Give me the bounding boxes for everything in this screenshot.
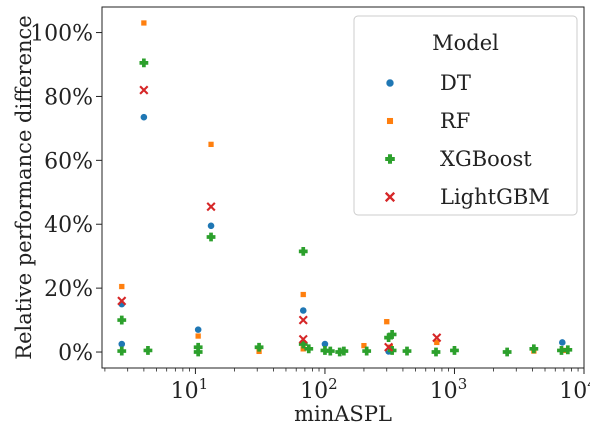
y-tick-label: 40% xyxy=(44,213,93,238)
legend-marker-dt xyxy=(385,78,395,88)
data-point-xgboost xyxy=(362,346,372,356)
data-point-xgboost xyxy=(450,346,459,355)
y-axis-title: Relative performance difference xyxy=(12,15,36,359)
data-point-lightgbm xyxy=(206,202,216,212)
y-tick-label: 60% xyxy=(44,149,93,174)
axis-ticks: 0% 20% 40% 60% 80% 100% 101 102 103 104 xyxy=(30,22,590,404)
data-point-lightgbm xyxy=(298,334,308,344)
legend-label-rf: RF xyxy=(440,109,470,133)
legend-marker-lightgbm xyxy=(384,191,396,203)
data-point-dt xyxy=(207,221,215,230)
data-point-rf xyxy=(360,342,368,349)
legend-box xyxy=(353,15,578,216)
data-point-rf xyxy=(118,283,125,290)
legend-label-lightgbm: LightGBM xyxy=(440,185,550,209)
data-point-xgboost xyxy=(402,346,412,356)
data-point-lightgbm xyxy=(384,342,394,352)
data-point-rf xyxy=(195,332,202,340)
legend-label-dt: DT xyxy=(440,71,471,95)
series-lightgbm xyxy=(117,85,442,352)
data-point-xgboost xyxy=(502,347,512,357)
data-points xyxy=(117,19,573,357)
data-point-dt xyxy=(194,325,203,334)
data-point-lightgbm xyxy=(432,333,442,343)
y-tick-label: 20% xyxy=(44,277,93,302)
y-tick-label: 100% xyxy=(30,22,93,47)
data-point-dt xyxy=(139,113,148,122)
data-point-xgboost xyxy=(117,315,127,325)
data-point-xgboost xyxy=(143,346,153,355)
data-point-xgboost xyxy=(431,347,441,357)
y-tick-label: 80% xyxy=(44,85,93,110)
data-point-xgboost xyxy=(193,347,203,357)
plot-frame xyxy=(101,6,585,369)
data-point-rf xyxy=(300,291,307,298)
legend-label-xgboost: XGBoost xyxy=(440,147,532,171)
data-point-xgboost xyxy=(254,342,264,352)
legend: Model DT RF XGBoost LightGBM xyxy=(353,15,578,216)
x-axis-title: minASPL xyxy=(294,402,392,426)
data-point-xgboost xyxy=(529,344,539,354)
x-tick-label: 104 xyxy=(559,375,590,404)
data-point-dt xyxy=(117,340,126,348)
legend-marker-xgboost xyxy=(385,154,395,164)
plot-border xyxy=(101,6,585,369)
data-point-xgboost xyxy=(387,330,397,339)
data-point-xgboost xyxy=(298,339,308,349)
legend-marker-rf xyxy=(386,117,394,125)
data-point-xgboost xyxy=(325,346,335,356)
legend-title: Model xyxy=(432,31,499,55)
y-tick-label: 0% xyxy=(58,341,93,366)
data-point-rf xyxy=(140,19,148,27)
x-tick-label: 101 xyxy=(171,375,209,404)
data-point-lightgbm xyxy=(117,296,127,306)
x-tick-label: 102 xyxy=(300,375,338,404)
data-point-xgboost xyxy=(139,58,149,68)
data-point-xgboost xyxy=(563,345,573,355)
data-point-xgboost xyxy=(320,346,330,355)
data-point-xgboost xyxy=(298,246,308,256)
data-point-rf xyxy=(383,318,390,325)
data-point-xgboost xyxy=(339,346,349,356)
data-point-xgboost xyxy=(557,346,566,355)
data-point-rf xyxy=(207,141,215,148)
data-point-dt xyxy=(299,306,308,315)
data-point-lightgbm xyxy=(298,315,308,325)
data-point-xgboost xyxy=(193,342,203,352)
data-point-xgboost xyxy=(206,232,216,242)
data-point-xgboost xyxy=(117,346,127,356)
data-point-xgboost xyxy=(384,333,393,343)
data-point-rf xyxy=(433,339,440,346)
x-tick-label: 103 xyxy=(430,375,468,404)
data-point-dt xyxy=(558,338,567,347)
data-point-xgboost xyxy=(304,344,314,354)
data-point-lightgbm xyxy=(139,85,149,95)
